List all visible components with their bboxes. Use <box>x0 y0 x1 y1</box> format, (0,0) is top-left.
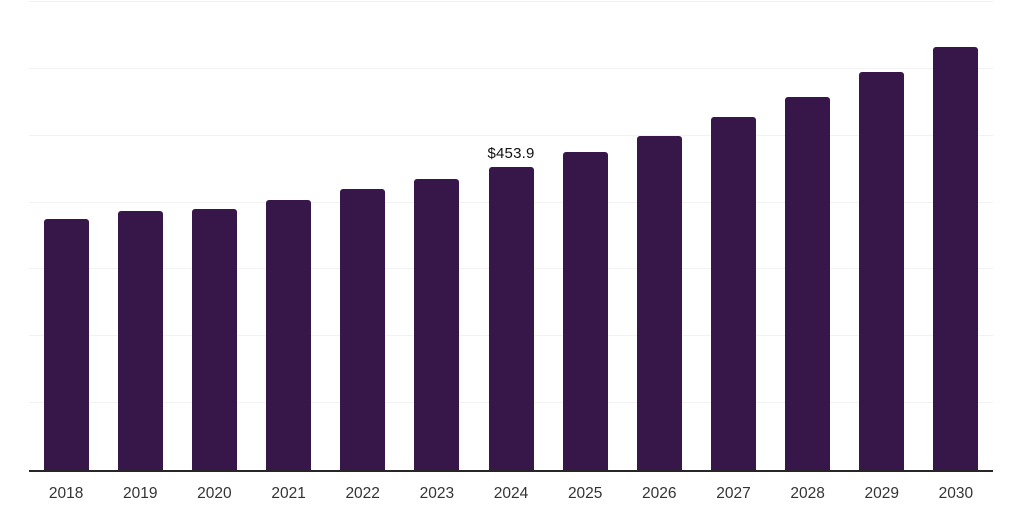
x-tick-label-2028: 2028 <box>790 485 825 502</box>
x-tick-label-2025: 2025 <box>567 485 603 502</box>
bar-2030 <box>933 46 979 470</box>
x-tick-label-2029: 2029 <box>864 485 900 502</box>
bar-2027 <box>711 117 756 470</box>
x-tick-label-2026: 2026 <box>642 485 677 502</box>
bar-2020 <box>191 209 237 470</box>
bar-2025 <box>562 151 608 470</box>
bar-2023 <box>414 179 460 470</box>
plot-area: $453.9 <box>29 1 993 472</box>
bar-2019 <box>117 211 163 470</box>
gridline-500 <box>29 134 993 136</box>
x-tick-label-2024: 2024 <box>493 485 529 502</box>
x-axis-line <box>29 470 993 472</box>
x-tick-label-2023: 2023 <box>419 485 455 502</box>
x-tick-label-2022: 2022 <box>345 485 380 502</box>
gridline-600 <box>29 67 993 69</box>
x-tick-label-2020: 2020 <box>197 485 232 502</box>
gridline-700 <box>29 1 993 2</box>
bar-2026 <box>636 135 682 470</box>
bar-2018 <box>43 218 89 470</box>
bar-2028 <box>785 96 831 470</box>
bar-2021 <box>266 199 311 470</box>
bar-2022 <box>340 189 386 470</box>
data-label-2024: $453.9 <box>487 144 535 162</box>
x-tick-label-2019: 2019 <box>123 485 158 502</box>
bar-2029 <box>859 72 905 470</box>
x-tick-label-2027: 2027 <box>716 485 751 502</box>
x-tick-label-2030: 2030 <box>938 485 974 502</box>
x-tick-label-2021: 2021 <box>271 485 306 502</box>
bar-2024 <box>488 166 534 470</box>
x-tick-label-2018: 2018 <box>48 485 84 502</box>
